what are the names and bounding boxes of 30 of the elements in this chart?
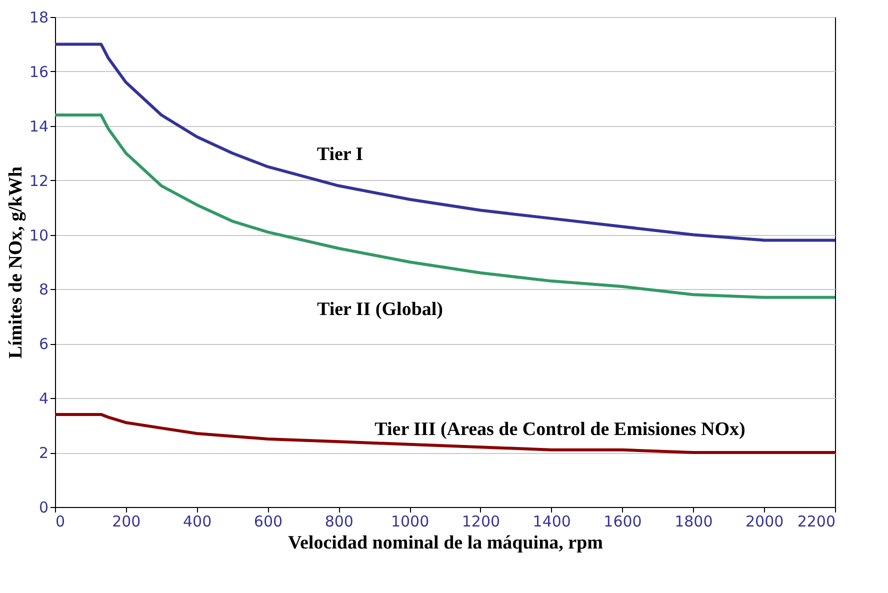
x-tick-label: 800 [324, 512, 354, 530]
y-tick-label: 8 [38, 280, 48, 299]
y-tick-label: 16 [29, 62, 48, 81]
y-axis-title: Límites de NOx, g/kWh [5, 166, 26, 359]
line-series [55, 42, 835, 242]
x-tick-label: 1400 [532, 512, 571, 530]
x-tick-label: 1200 [462, 512, 500, 530]
line-series [55, 412, 835, 454]
x-tick-label: 200 [112, 512, 141, 530]
y-tick-label: 18 [29, 8, 48, 26]
x-tick-label: 400 [183, 512, 212, 530]
y-tick-label: 2 [38, 444, 48, 462]
y-tick-label: 10 [29, 226, 48, 244]
x-tick-label: 1800 [674, 512, 713, 530]
x-tick-label: 1600 [604, 512, 642, 530]
line-series [55, 114, 835, 299]
x-tick-label: 600 [254, 512, 283, 530]
x-axis-title: Velocidad nominal de la máquina, rpm [288, 532, 604, 554]
annotation: Tier II (Global) [317, 299, 443, 320]
y-tick-label: 0 [38, 498, 48, 516]
y-tick-label: 14 [29, 117, 48, 136]
x-tick-label: 2200 [797, 512, 836, 530]
y-tick-label: 12 [29, 172, 48, 190]
y-tick-label: 6 [38, 335, 48, 354]
x-tick-label: 2000 [745, 512, 784, 530]
y-tick-label: 4 [38, 390, 48, 408]
annotation: Tier I [316, 144, 364, 165]
annotation: Tier III (Areas de Control de Emisiones NOx) [374, 419, 746, 440]
x-tick-label: 1000 [390, 512, 430, 530]
x-tick-label: 0 [56, 512, 66, 530]
